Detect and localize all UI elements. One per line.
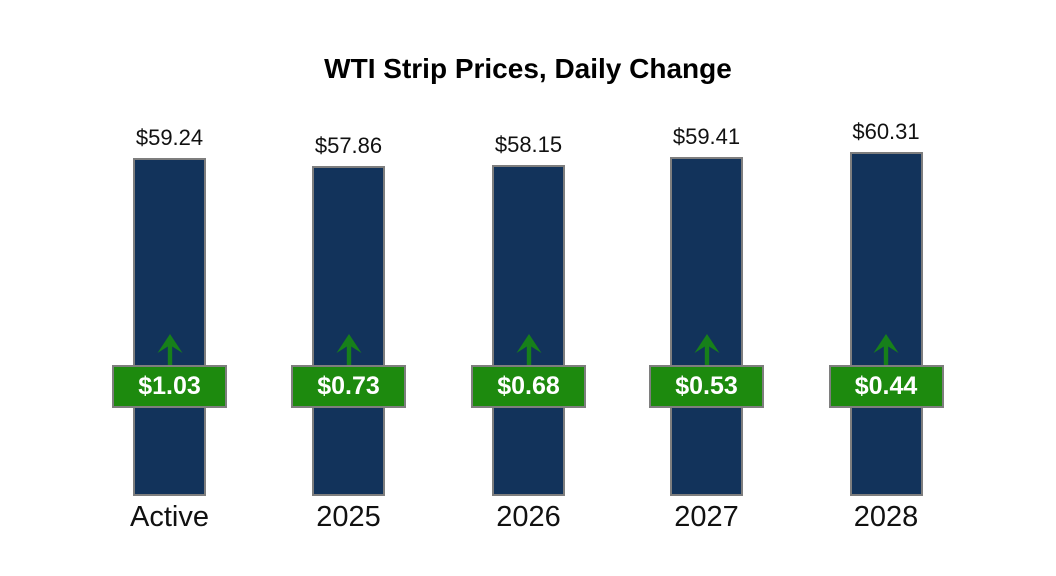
bar-value-label: $59.41 bbox=[672, 124, 741, 149]
up-arrow-icon bbox=[694, 334, 719, 366]
up-arrow-icon bbox=[516, 334, 541, 366]
category-label: 2027 bbox=[674, 501, 739, 533]
category-label: 2028 bbox=[853, 501, 919, 533]
bar bbox=[670, 157, 743, 496]
change-badge: $0.44 bbox=[828, 365, 944, 408]
chart-title: WTI Strip Prices, Daily Change bbox=[324, 53, 732, 84]
change-badge: $0.73 bbox=[291, 365, 406, 408]
change-badge: $0.53 bbox=[649, 365, 764, 408]
bar bbox=[133, 158, 206, 496]
change-badge: $0.68 bbox=[471, 365, 586, 408]
category-label: 2026 bbox=[496, 501, 561, 533]
change-badge: $1.03 bbox=[112, 365, 227, 408]
bar-value-label: $60.31 bbox=[852, 119, 920, 144]
category-label: 2025 bbox=[316, 501, 381, 533]
bar-value-label: $59.24 bbox=[135, 125, 204, 150]
bar-value-label: $57.86 bbox=[314, 133, 383, 158]
bar bbox=[492, 165, 565, 496]
bar bbox=[312, 166, 385, 496]
bar-value-label: $58.15 bbox=[494, 132, 563, 157]
up-arrow-icon bbox=[873, 334, 899, 366]
category-label: Active bbox=[130, 501, 209, 533]
up-arrow-icon bbox=[157, 334, 182, 366]
bar bbox=[849, 152, 923, 496]
up-arrow-icon bbox=[336, 334, 361, 366]
